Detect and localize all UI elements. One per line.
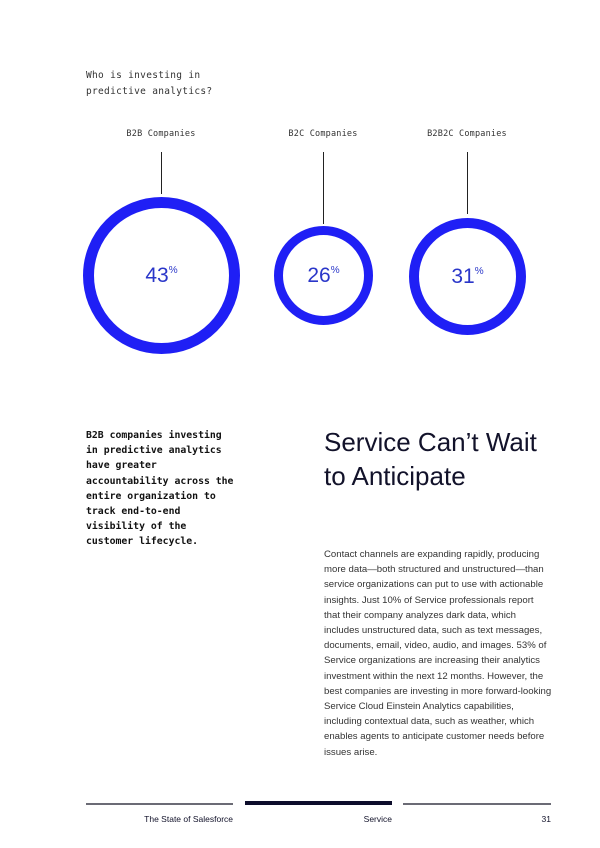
connector-line-b2b	[161, 152, 163, 194]
callout-text: B2B companies investing in predictive an…	[86, 430, 234, 548]
footer-rule-center	[245, 801, 392, 805]
ring-b2b2c: 31%	[409, 218, 526, 335]
footer-rule-right	[403, 803, 551, 805]
footer-rule-left	[86, 803, 233, 805]
footer-report-title: The State of Salesforce	[144, 814, 233, 824]
body-paragraph: Contact channels are expanding rapidly, …	[324, 549, 552, 758]
ring-b2c: 26%	[274, 226, 373, 325]
category-label-b2b: B2B Companies	[126, 129, 196, 139]
footer-page-number: 31	[541, 814, 551, 824]
connector-line-b2b2c	[467, 152, 469, 214]
connector-line-b2c	[323, 152, 325, 224]
ring-b2b: 43%	[83, 197, 240, 354]
value-b2b2c: 31%	[451, 265, 484, 288]
value-b2b: 43%	[145, 264, 178, 287]
category-label-b2b2c: B2B2C Companies	[427, 129, 507, 139]
value-b2c: 26%	[307, 264, 340, 287]
chart-question-title: Who is investing in predictive analytics…	[86, 70, 213, 97]
category-label-b2c: B2C Companies	[288, 129, 358, 139]
footer-section-name: Service	[363, 814, 392, 824]
section-headline: Service Can’t Wait to Anticipate	[324, 427, 537, 491]
